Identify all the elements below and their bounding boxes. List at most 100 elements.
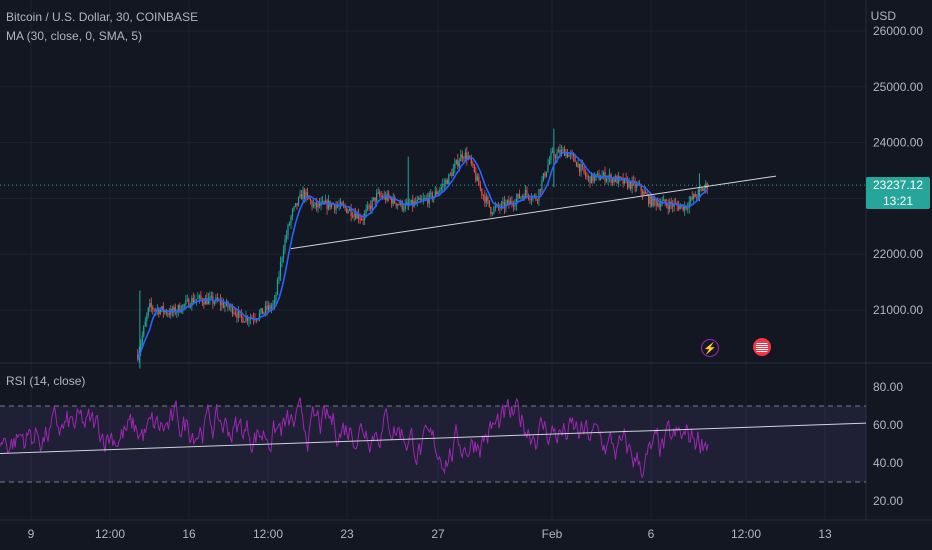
bar-countdown: 13:21 <box>866 193 930 209</box>
candle-body <box>500 203 502 209</box>
candle-body <box>454 163 456 169</box>
candle-body <box>150 303 152 307</box>
candle-body <box>688 201 690 209</box>
candle-body <box>335 205 337 210</box>
candle-body <box>358 213 360 219</box>
candle-body <box>631 180 633 189</box>
candle-body <box>324 200 327 203</box>
candle-body <box>216 297 218 301</box>
candle-body <box>347 210 349 213</box>
candle-body <box>443 183 445 185</box>
candle-body <box>448 174 450 185</box>
rsi-legend[interactable]: RSI (14, close) <box>6 374 86 388</box>
candle-body <box>648 194 650 204</box>
candle-body <box>314 202 316 205</box>
candle-body <box>143 326 145 336</box>
candle-body <box>434 191 436 197</box>
candle-body <box>566 151 569 158</box>
candle-body <box>678 205 680 210</box>
candle-body <box>300 193 303 200</box>
candle-body <box>270 306 273 309</box>
candle-body <box>476 176 478 181</box>
candle-body <box>373 197 375 200</box>
candle-body <box>282 250 285 258</box>
candle-body <box>275 294 277 301</box>
candle-body <box>544 173 546 177</box>
candle-body <box>532 196 534 200</box>
candle-body <box>682 204 684 211</box>
candle-body <box>158 308 160 315</box>
candle-body <box>272 303 274 307</box>
candle-body <box>691 197 693 200</box>
candle-body <box>664 199 666 204</box>
candle-body <box>628 181 630 188</box>
candle-body <box>341 202 343 205</box>
us-flag-icon[interactable] <box>753 338 771 356</box>
candle-body <box>230 305 232 308</box>
candle-body <box>359 218 361 220</box>
candle-body <box>380 195 382 197</box>
candle-body <box>584 172 587 177</box>
lightning-icon[interactable]: ⚡ <box>701 339 719 357</box>
candle-body <box>658 203 660 208</box>
rsi-band <box>0 406 866 482</box>
candle-body <box>267 305 270 310</box>
candle-body <box>252 317 255 319</box>
candle-body <box>458 161 460 167</box>
candle-body <box>652 197 654 207</box>
candle-body <box>530 199 533 201</box>
candle-body <box>281 257 283 263</box>
symbol-legend[interactable]: Bitcoin / U.S. Dollar, 30, COINBASE <box>6 10 199 24</box>
candle-body <box>425 198 427 200</box>
candle-body <box>520 196 522 199</box>
candle-body <box>539 189 542 191</box>
candle-body <box>440 186 442 190</box>
candle-body <box>667 205 669 209</box>
candle-body <box>288 223 291 226</box>
candle-body <box>225 301 228 306</box>
candle-body <box>557 149 560 153</box>
candle-body <box>291 209 294 217</box>
currency-label[interactable]: USD <box>870 9 896 23</box>
ma-legend[interactable]: MA (30, close, 0, SMA, 5) <box>6 29 143 43</box>
candle-body <box>568 154 570 158</box>
candle-body <box>353 213 355 217</box>
rsi-tick: 80.00 <box>873 380 903 394</box>
candle-body <box>149 303 151 308</box>
candle-body <box>592 173 594 181</box>
candle-body <box>583 166 585 173</box>
candle-body <box>260 308 262 313</box>
candle-body <box>415 201 417 204</box>
candle-body <box>418 197 420 200</box>
candle-body <box>377 192 379 194</box>
candle-body <box>697 189 699 198</box>
candle-body <box>569 153 572 155</box>
candle-body <box>147 307 149 316</box>
time-tick: Feb <box>542 527 563 541</box>
candle-body <box>296 203 298 206</box>
candle-body <box>445 180 447 184</box>
candle-body <box>636 184 638 188</box>
candle-body <box>556 152 558 159</box>
candle-body <box>285 235 288 240</box>
candle-body <box>299 193 301 198</box>
candle-body <box>655 200 657 206</box>
candle-body <box>279 262 282 277</box>
candle-body <box>144 321 146 327</box>
time-tick: 13 <box>818 527 832 541</box>
candle-body <box>599 178 602 180</box>
price-trendline <box>290 175 777 250</box>
candle-body <box>572 154 575 157</box>
candle-body <box>350 208 352 217</box>
candle-body <box>326 200 328 209</box>
candle-body <box>512 204 515 206</box>
time-tick: 16 <box>182 527 196 541</box>
candle-body <box>693 194 695 200</box>
candle-body <box>210 296 212 298</box>
candle-body <box>587 176 590 178</box>
last-price-tag: 23237.12 <box>866 177 930 193</box>
rsi-tick: 60.00 <box>873 418 903 432</box>
candle-body <box>646 193 648 195</box>
candle-body <box>560 149 563 155</box>
